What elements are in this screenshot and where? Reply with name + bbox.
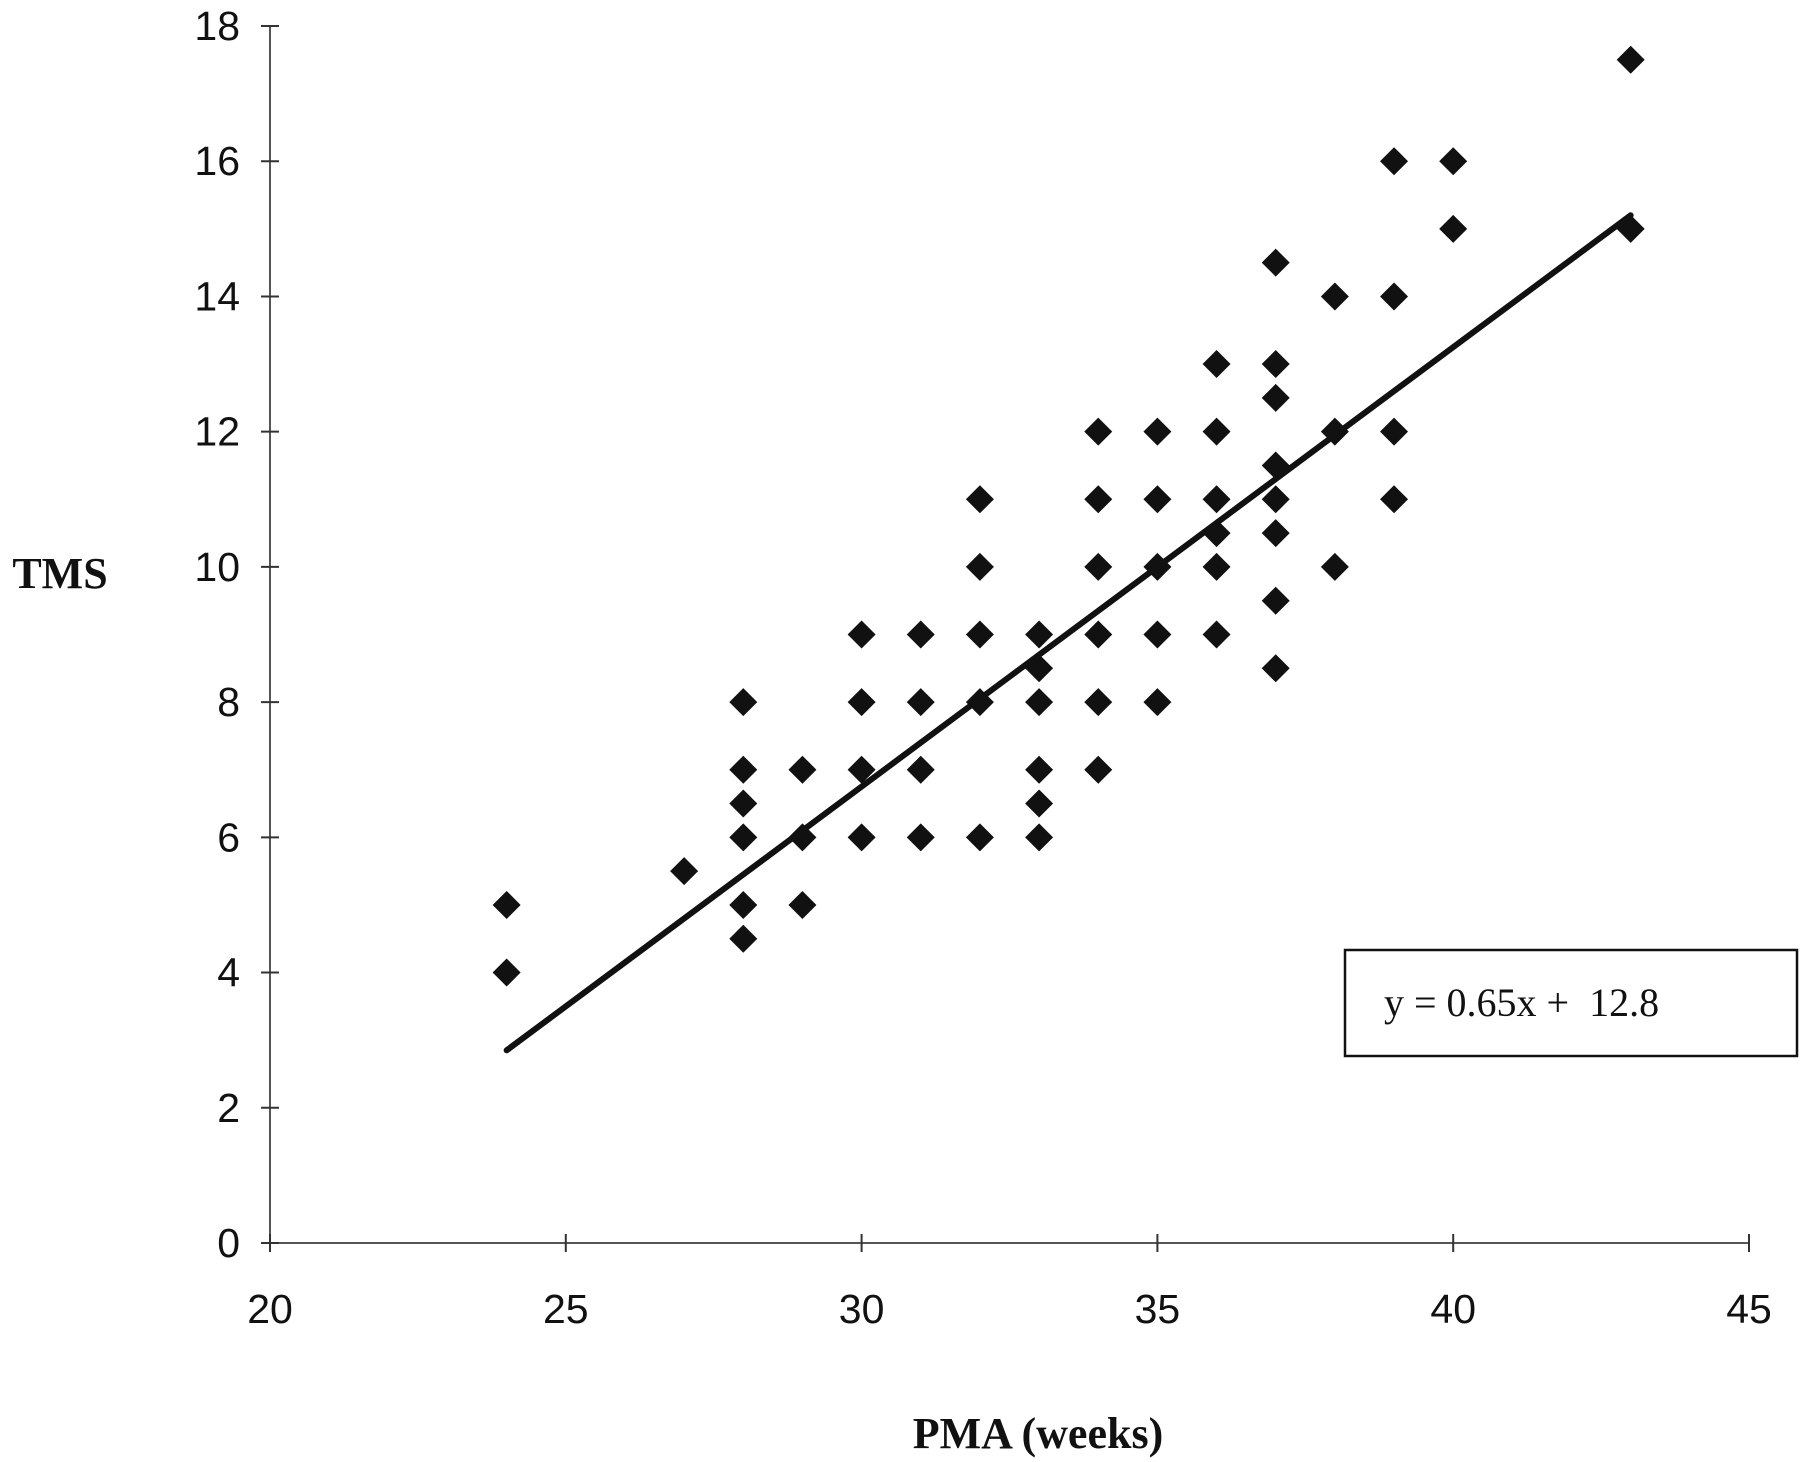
data-point bbox=[1439, 214, 1468, 243]
data-point bbox=[788, 890, 817, 919]
y-tick-label: 16 bbox=[194, 138, 240, 184]
data-point bbox=[847, 620, 876, 649]
x-tick-label: 35 bbox=[1135, 1286, 1181, 1332]
data-point bbox=[965, 485, 994, 514]
data-point bbox=[1320, 282, 1349, 311]
data-point bbox=[492, 958, 521, 987]
data-point bbox=[729, 924, 758, 953]
data-point bbox=[1025, 755, 1054, 784]
x-tick-label: 20 bbox=[247, 1286, 293, 1332]
y-tick-label: 10 bbox=[194, 544, 240, 590]
data-point bbox=[1380, 282, 1409, 311]
data-point bbox=[788, 823, 817, 852]
data-point bbox=[1084, 755, 1113, 784]
data-point bbox=[788, 755, 817, 784]
data-point bbox=[1380, 485, 1409, 514]
data-point bbox=[1025, 789, 1054, 818]
data-point bbox=[906, 755, 935, 784]
data-point bbox=[1084, 417, 1113, 446]
data-point bbox=[1202, 620, 1231, 649]
data-point bbox=[1084, 688, 1113, 717]
y-tick-label: 6 bbox=[217, 814, 240, 860]
y-tick-label: 0 bbox=[217, 1220, 240, 1266]
data-point bbox=[1143, 688, 1172, 717]
data-point bbox=[1616, 45, 1645, 74]
data-point bbox=[1261, 654, 1290, 683]
data-point bbox=[1202, 350, 1231, 379]
data-point bbox=[1084, 485, 1113, 514]
data-point bbox=[492, 890, 521, 919]
data-point bbox=[1261, 248, 1290, 277]
x-tick-label: 25 bbox=[543, 1286, 589, 1332]
y-tick-label: 18 bbox=[194, 3, 240, 49]
data-point bbox=[1261, 519, 1290, 548]
axes: 0 2 4 6 8 10 12 14 16 18 20 25 30 35 40 45 bbox=[194, 3, 1771, 1332]
y-tick-label: 12 bbox=[194, 409, 240, 455]
data-point bbox=[670, 857, 699, 886]
data-point bbox=[729, 755, 758, 784]
data-point bbox=[1143, 417, 1172, 446]
data-point bbox=[1439, 147, 1468, 176]
data-point bbox=[906, 688, 935, 717]
data-point bbox=[847, 823, 876, 852]
equation-box bbox=[1343, 948, 1799, 1058]
x-axis-title: PMA (weeks) bbox=[913, 1409, 1164, 1458]
trendline-group bbox=[503, 212, 1634, 1054]
data-point bbox=[965, 552, 994, 581]
data-point bbox=[729, 823, 758, 852]
x-tick-label: 30 bbox=[839, 1286, 885, 1332]
data-point bbox=[1261, 383, 1290, 412]
data-point bbox=[729, 789, 758, 818]
y-tick-label: 14 bbox=[194, 273, 240, 319]
data-point bbox=[1261, 350, 1290, 379]
data-point bbox=[965, 620, 994, 649]
data-point bbox=[729, 890, 758, 919]
data-point bbox=[1380, 417, 1409, 446]
data-point bbox=[1320, 552, 1349, 581]
data-point bbox=[1261, 485, 1290, 514]
data-point bbox=[1143, 485, 1172, 514]
data-point bbox=[729, 688, 758, 717]
data-point bbox=[1380, 147, 1409, 176]
data-point bbox=[1084, 620, 1113, 649]
data-point bbox=[1261, 586, 1290, 615]
data-point bbox=[906, 620, 935, 649]
data-point bbox=[847, 755, 876, 784]
equation-text: y = 0.65x + 12.8 bbox=[1384, 980, 1659, 1025]
data-point bbox=[1084, 552, 1113, 581]
data-point bbox=[906, 823, 935, 852]
y-axis-title: TMS bbox=[12, 549, 107, 598]
data-point bbox=[1025, 620, 1054, 649]
data-point bbox=[1143, 620, 1172, 649]
y-tick-label: 4 bbox=[217, 950, 240, 996]
equation-annotation: y = 0.65x + 12.8 bbox=[1343, 948, 1799, 1058]
data-point bbox=[965, 823, 994, 852]
data-point bbox=[1202, 552, 1231, 581]
data-point bbox=[1025, 688, 1054, 717]
data-point bbox=[1202, 417, 1231, 446]
x-tick-label: 40 bbox=[1430, 1286, 1476, 1332]
y-tick-label: 2 bbox=[217, 1085, 240, 1131]
x-tick-label: 45 bbox=[1726, 1286, 1772, 1332]
trendline bbox=[503, 212, 1634, 1054]
data-points bbox=[492, 45, 1645, 987]
y-tick-label: 8 bbox=[217, 679, 240, 725]
data-point bbox=[847, 688, 876, 717]
data-point bbox=[1025, 823, 1054, 852]
data-point bbox=[1202, 485, 1231, 514]
